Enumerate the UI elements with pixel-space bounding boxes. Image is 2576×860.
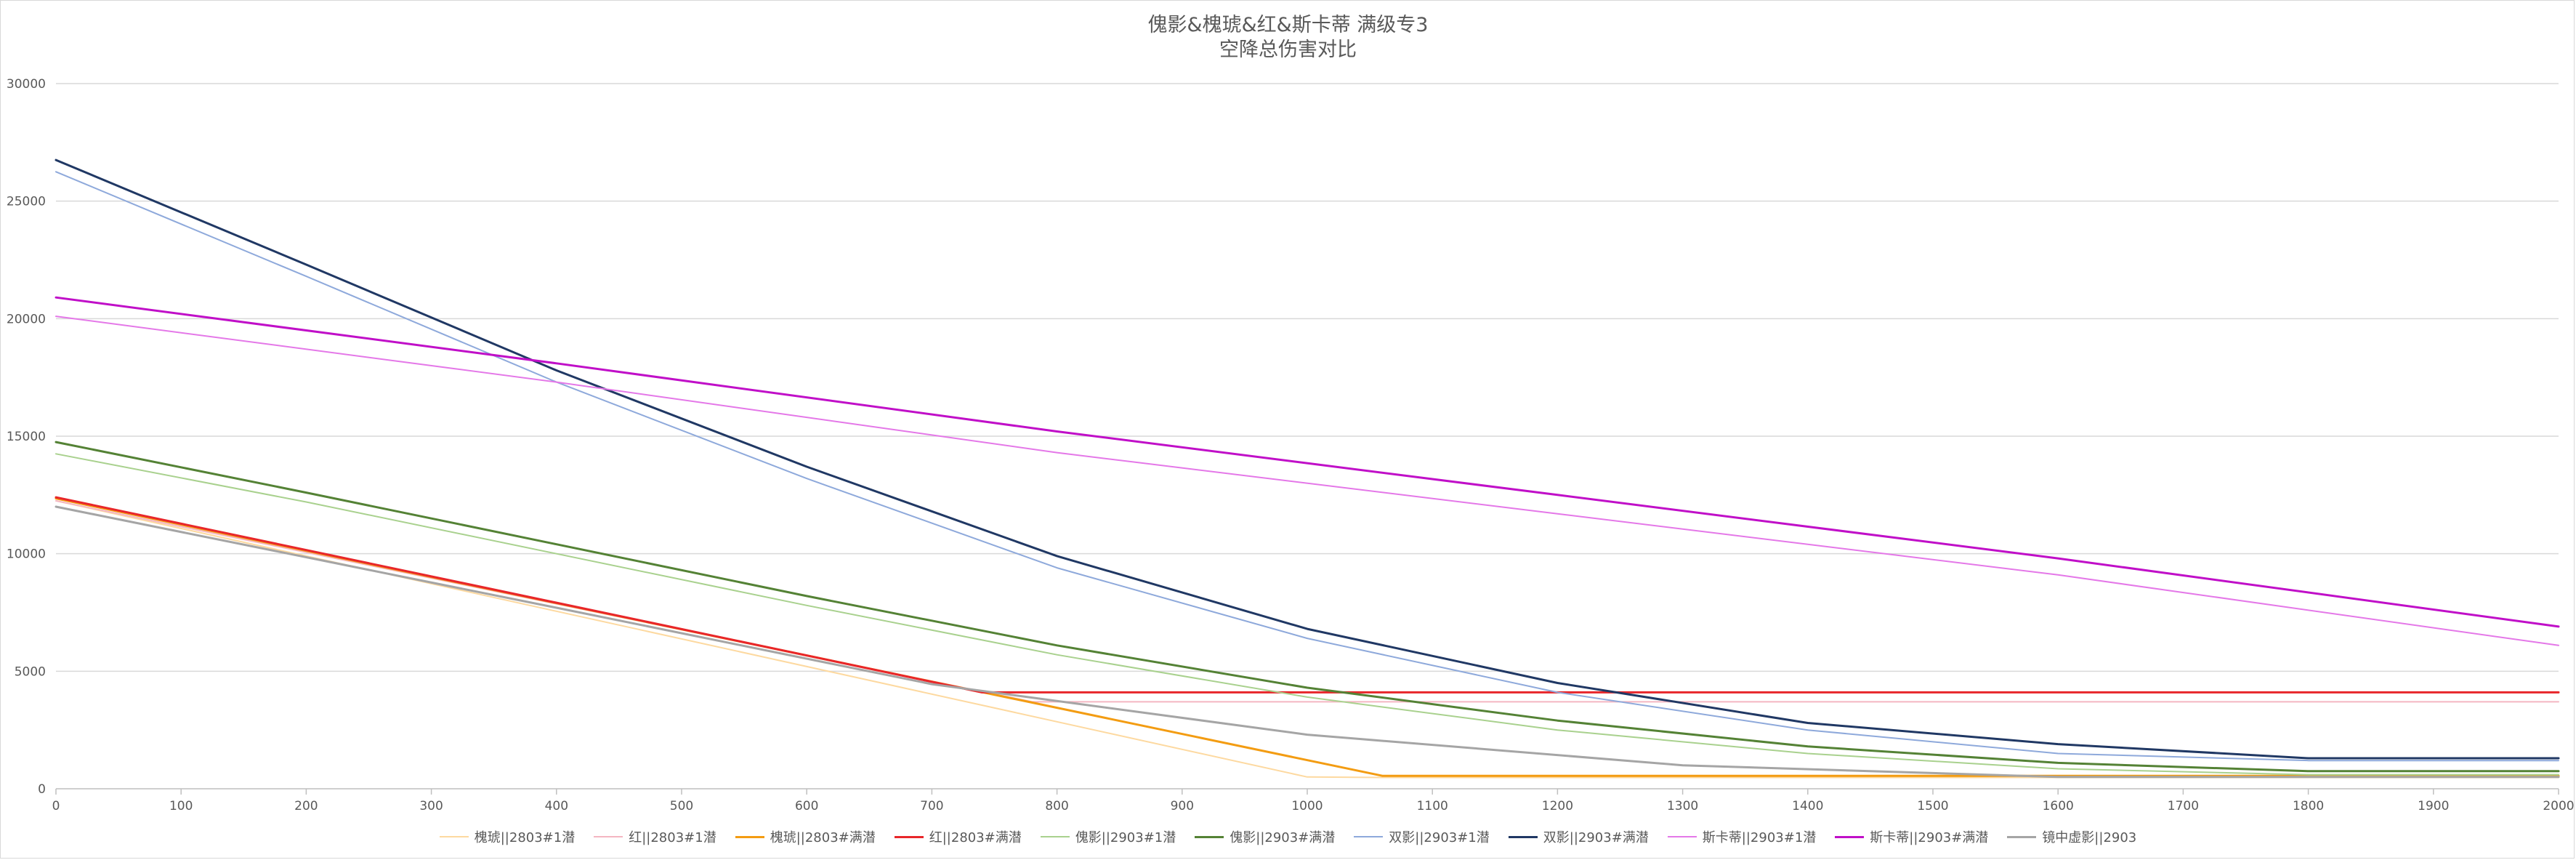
legend-swatch [594,836,623,837]
legend-item: 镜中虚影||2903 [2007,827,2136,846]
y-tick-label: 0 [38,782,46,797]
x-tick-label: 700 [920,799,943,813]
series-line-6 [54,441,2560,773]
x-tick-label: 1100 [1417,799,1448,813]
legend-item: 斯卡蒂||2903#满潜 [1835,827,1988,846]
legend-label: 傀影||2903#满潜 [1230,830,1336,845]
y-tick-label: 15000 [7,430,46,444]
x-tick-label: 0 [52,799,60,813]
series-line-9 [55,316,2559,646]
y-tick-label: 20000 [7,312,46,326]
legend-item: 红||2803#1潜 [594,827,716,846]
x-tick-label: 1000 [1291,799,1323,813]
legend-item: 红||2803#满潜 [894,827,1022,846]
x-tick-label: 300 [419,799,443,813]
legend-label: 双影||2903#1潜 [1389,830,1490,845]
legend-label: 红||2803#满潜 [929,830,1022,845]
x-tick-label: 1800 [2293,799,2324,813]
legend-item: 双影||2903#1潜 [1354,827,1490,846]
x-tick-label: 1200 [1542,799,1573,813]
legend-item: 傀影||2903#1潜 [1040,827,1176,846]
legend-label: 傀影||2903#1潜 [1075,830,1176,845]
x-tick-label: 1300 [1667,799,1698,813]
legend-swatch [2007,835,2037,838]
x-tick-label: 800 [1045,799,1068,813]
x-tick-label: 200 [294,799,318,813]
legend-swatch [1354,836,1384,837]
legend-label: 斯卡蒂||2903#1潜 [1702,830,1817,845]
legend-item: 槐琥||2803#1潜 [439,827,576,846]
x-tick-label: 100 [169,799,193,813]
x-tick-label: 1500 [1917,799,1948,813]
y-tick-label: 30000 [7,77,46,92]
legend-item: 傀影||2903#满潜 [1195,827,1335,846]
series-line-4 [54,496,2560,694]
x-tick-label: 600 [795,799,818,813]
x-tick-label: 900 [1171,799,1194,813]
x-tick-label: 1900 [2418,799,2449,813]
chart-subtitle: 空降总伤害对比 [1219,39,1357,61]
x-tick-label: 2000 [2543,799,2574,813]
legend-swatch [735,835,764,838]
y-tick-label: 10000 [7,547,46,562]
series-line-7 [55,171,2559,762]
series-line-1 [55,499,2559,779]
chart-title: 傀影&槐琥&红&斯卡蒂 满级专3 [1147,14,1429,36]
series-line-10 [54,296,2560,628]
legend-label: 斯卡蒂||2903#满潜 [1870,830,1989,845]
legend-swatch [439,836,469,837]
legend-item: 双影||2903#满潜 [1508,827,1649,846]
x-tick-label: 1700 [2168,799,2199,813]
legend-label: 镜中虚影||2903 [2042,830,2137,845]
y-tick-label: 5000 [15,664,46,679]
legend-label: 槐琥||2803#满潜 [770,830,876,845]
series-line-5 [55,453,2559,776]
legend-swatch [1508,835,1538,838]
legend-item: 槐琥||2803#满潜 [735,827,876,846]
x-tick-label: 400 [545,799,568,813]
series-line-11 [54,505,2560,779]
legend-swatch [1835,835,1865,838]
legend-swatch [1667,836,1697,837]
x-tick-label: 1400 [1792,799,1823,813]
series-line-8 [54,158,2560,760]
legend-swatch [1040,836,1070,837]
x-tick-label: 1600 [2043,799,2074,813]
chart-legend: 槐琥||2803#1潜 红||2803#1潜 槐琥||2803#满潜 红||2803#… [0,826,2576,848]
legend-swatch [894,835,924,838]
legend-item: 斯卡蒂||2903#1潜 [1667,827,1817,846]
legend-label: 槐琥||2803#1潜 [474,830,576,845]
legend-swatch [1195,835,1224,838]
x-tick-label: 500 [670,799,693,813]
legend-label: 红||2803#1潜 [629,830,716,845]
legend-label: 双影||2903#满潜 [1543,830,1649,845]
y-tick-label: 25000 [7,195,46,209]
